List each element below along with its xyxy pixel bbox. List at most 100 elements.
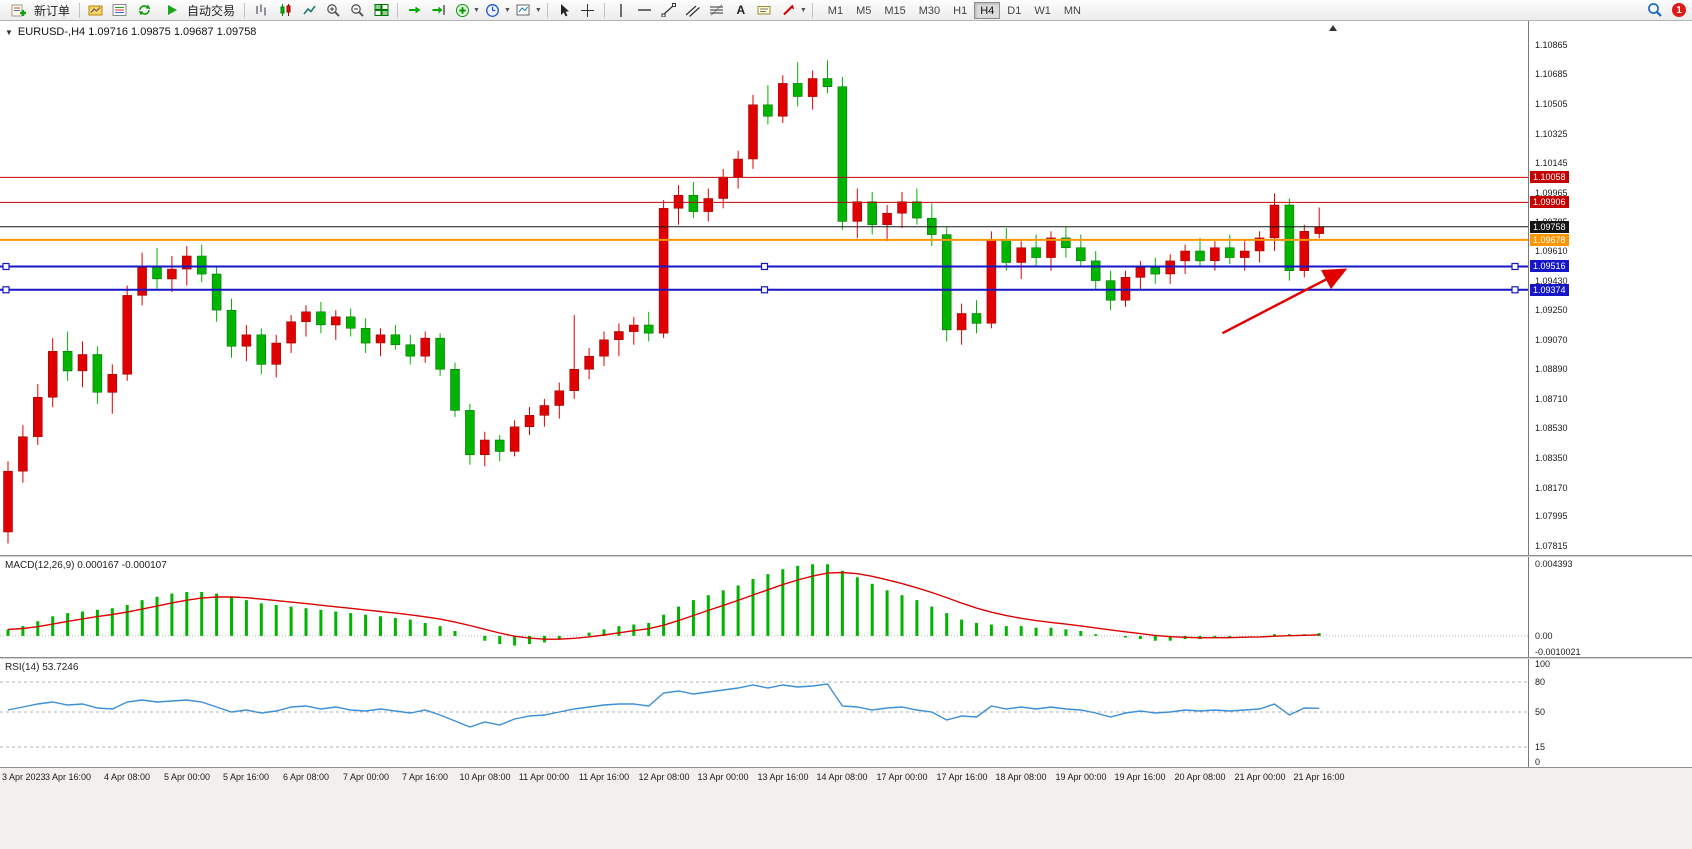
time-tick: 3 Apr 16:00 bbox=[44, 772, 92, 782]
dropdown-caret-icon[interactable]: ▼ bbox=[473, 6, 480, 14]
timeframe-h1[interactable]: H1 bbox=[947, 2, 973, 19]
arrows-dropdown-icon[interactable] bbox=[778, 1, 800, 20]
price-tick: 1.08530 bbox=[1535, 423, 1568, 433]
rsi-line bbox=[7, 683, 1320, 728]
profiles-icon[interactable] bbox=[85, 1, 107, 20]
price-badge: 1.10058 bbox=[1530, 171, 1569, 183]
rsi-label: RSI(14) 53.7246 bbox=[5, 662, 79, 673]
search-icon[interactable] bbox=[1644, 1, 1666, 20]
hline-1.09374[interactable] bbox=[0, 286, 1529, 294]
trend-arrow[interactable] bbox=[1221, 268, 1348, 335]
time-tick: 7 Apr 16:00 bbox=[401, 772, 449, 782]
line-chart-icon[interactable] bbox=[298, 1, 320, 20]
time-tick: 13 Apr 16:00 bbox=[757, 772, 809, 782]
chart-menu-caret-icon[interactable]: ▼ bbox=[5, 27, 13, 37]
toolbar-separator bbox=[603, 2, 605, 18]
crosshair-icon[interactable] bbox=[577, 1, 599, 20]
macd-tick: -0.0010021 bbox=[1535, 647, 1581, 657]
timeframe-m1[interactable]: M1 bbox=[822, 2, 849, 19]
auto-scroll-icon[interactable] bbox=[403, 1, 425, 20]
candlestick-chart-icon[interactable] bbox=[274, 1, 296, 20]
price-tick: 1.09070 bbox=[1535, 335, 1568, 345]
price-tick: 1.08170 bbox=[1535, 483, 1568, 493]
time-tick: 3 Apr 2023 bbox=[2, 772, 46, 782]
autotrading-button[interactable]: 自动交易 bbox=[157, 1, 239, 20]
price-chart-plot[interactable]: ▼ EURUSD-,H4 1.09716 1.09875 1.09687 1.0… bbox=[0, 21, 1529, 555]
market-watch-icon[interactable] bbox=[109, 1, 131, 20]
time-tick: 21 Apr 16:00 bbox=[1293, 772, 1345, 782]
price-tick: 1.09430 bbox=[1535, 276, 1568, 286]
equidistant-channel-icon[interactable] bbox=[682, 1, 704, 20]
zoom-out-icon[interactable] bbox=[346, 1, 368, 20]
time-tick: 21 Apr 00:00 bbox=[1234, 772, 1286, 782]
templates-icon[interactable] bbox=[513, 1, 535, 20]
macd-plot[interactable]: MACD(12,26,9) 0.000167 -0.000107 bbox=[0, 557, 1529, 657]
price-tick: 1.10325 bbox=[1535, 129, 1568, 139]
toolbar-separator bbox=[546, 2, 548, 18]
candles bbox=[3, 60, 1324, 544]
dropdown-caret-icon[interactable]: ▼ bbox=[534, 6, 542, 14]
timeframe-m15[interactable]: M15 bbox=[878, 2, 911, 19]
price-axis[interactable]: 1.10865 1.10685 1.10505 1.10325 1.10145 1.099… bbox=[1529, 21, 1692, 555]
autotrade-label: 自动交易 bbox=[187, 3, 236, 18]
timeframe-w1[interactable]: W1 bbox=[1028, 2, 1057, 19]
rsi-tick: 80 bbox=[1535, 677, 1546, 687]
time-tick: 18 Apr 08:00 bbox=[995, 772, 1047, 782]
bar-chart-icon[interactable] bbox=[250, 1, 272, 20]
text-icon[interactable]: A bbox=[736, 3, 746, 17]
timeframe-m30[interactable]: M30 bbox=[913, 2, 946, 19]
macd-histogram bbox=[6, 564, 1321, 646]
periods-icon[interactable] bbox=[482, 1, 504, 20]
tile-windows-icon[interactable] bbox=[370, 1, 392, 20]
rsi-tick: 15 bbox=[1535, 742, 1546, 752]
time-tick: 17 Apr 00:00 bbox=[876, 772, 928, 782]
price-tick: 1.10145 bbox=[1535, 158, 1568, 168]
autotrade-play-icon bbox=[161, 1, 183, 20]
toolbar-separator bbox=[244, 2, 246, 18]
rsi-plot[interactable]: RSI(14) 53.7246 bbox=[0, 659, 1529, 767]
chart-ohlc-label: EURUSD-,H4 1.09716 1.09875 1.09687 1.097… bbox=[17, 26, 257, 38]
time-tick: 5 Apr 16:00 bbox=[222, 772, 270, 782]
dropdown-caret-icon[interactable]: ▼ bbox=[799, 6, 807, 14]
indicators-icon[interactable] bbox=[451, 1, 473, 20]
dropdown-caret-icon[interactable]: ▼ bbox=[503, 6, 511, 14]
price-tick: 1.08890 bbox=[1535, 364, 1568, 374]
shift-chart-icon[interactable] bbox=[427, 1, 449, 20]
time-tick: 4 Apr 08:00 bbox=[103, 772, 151, 782]
timeframe-m5[interactable]: M5 bbox=[850, 2, 877, 19]
notification-badge[interactable]: 1 bbox=[1672, 3, 1686, 17]
macd-axis[interactable]: 0.004393 0.00 -0.0010021 bbox=[1529, 557, 1692, 657]
price-tick: 1.07815 bbox=[1535, 541, 1568, 551]
price-badge: 1.09758 bbox=[1530, 221, 1569, 233]
price-panel: ▼ EURUSD-,H4 1.09716 1.09875 1.09687 1.0… bbox=[0, 21, 1692, 555]
time-tick: 6 Apr 08:00 bbox=[282, 772, 330, 782]
zoom-in-icon[interactable] bbox=[322, 1, 344, 20]
hline-1.09516[interactable] bbox=[0, 262, 1529, 271]
refresh-icon[interactable] bbox=[133, 1, 155, 20]
text-label-icon[interactable] bbox=[754, 1, 776, 20]
timeframe-mn[interactable]: MN bbox=[1058, 2, 1087, 19]
fibonacci-icon[interactable] bbox=[706, 1, 728, 20]
time-axis[interactable]: 3 Apr 2023 3 Apr 16:00 4 Apr 08:00 5 Apr 00… bbox=[0, 767, 1692, 787]
vertical-line-icon[interactable] bbox=[610, 1, 632, 20]
price-tick: 1.10865 bbox=[1535, 40, 1568, 50]
time-tick: 11 Apr 00:00 bbox=[518, 772, 570, 782]
shift-end-marker-icon bbox=[1329, 25, 1337, 31]
time-tick: 20 Apr 08:00 bbox=[1174, 772, 1226, 782]
new-order-button[interactable]: 新订单 bbox=[4, 1, 74, 20]
toolbar-separator bbox=[811, 2, 813, 18]
horizontal-line-icon[interactable] bbox=[634, 1, 656, 20]
time-axis-labels: 3 Apr 2023 3 Apr 16:00 4 Apr 08:00 5 Apr 00… bbox=[0, 768, 1529, 787]
timeframe-toolbar: M1 M5 M15 M30 H1 H4 D1 W1 MN bbox=[822, 1, 1087, 19]
trendline-icon[interactable] bbox=[658, 1, 680, 20]
cursor-icon[interactable] bbox=[553, 1, 575, 20]
price-badge: 1.09374 bbox=[1530, 284, 1569, 296]
panel-splitter[interactable] bbox=[0, 555, 1692, 557]
timeframe-d1[interactable]: D1 bbox=[1001, 2, 1027, 19]
rsi-panel: RSI(14) 53.7246 100 80 50 15 0 bbox=[0, 659, 1692, 767]
panel-splitter[interactable] bbox=[0, 657, 1692, 659]
price-badge: 1.09678 bbox=[1530, 234, 1569, 246]
rsi-axis[interactable]: 100 80 50 15 0 bbox=[1529, 659, 1692, 767]
time-tick: 17 Apr 16:00 bbox=[936, 772, 988, 782]
timeframe-h4[interactable]: H4 bbox=[974, 1, 1001, 19]
